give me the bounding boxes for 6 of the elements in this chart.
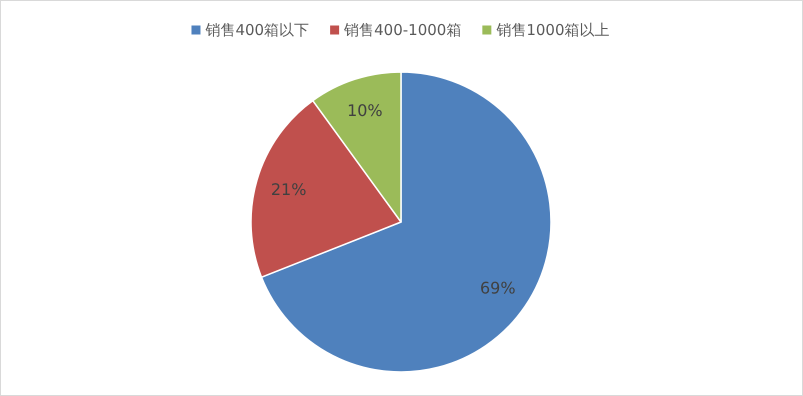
legend-label: 销售1000箱以上 bbox=[495, 21, 610, 39]
data-label: 21% bbox=[270, 180, 306, 199]
data-label: 10% bbox=[347, 101, 383, 120]
legend-label: 销售400-1000箱 bbox=[343, 21, 462, 39]
data-label: 69% bbox=[480, 278, 516, 298]
legend-label: 销售400箱以下 bbox=[204, 21, 310, 39]
